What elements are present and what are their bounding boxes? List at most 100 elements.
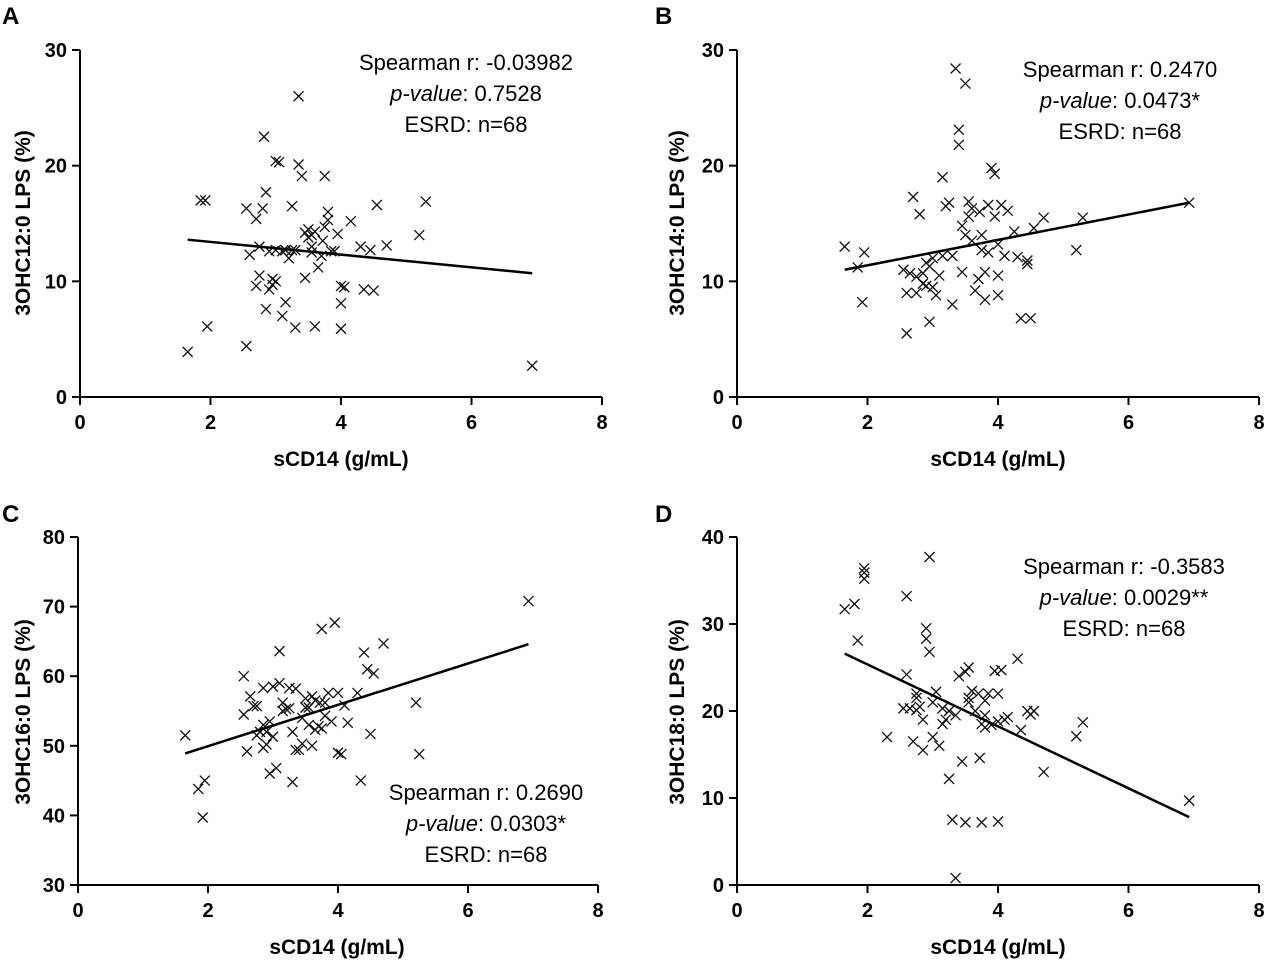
data-point-c [361, 663, 373, 675]
data-point-d [974, 752, 986, 764]
x-tick-label-d: 0 [731, 900, 742, 922]
data-point-b [992, 289, 1004, 301]
p-value-a: p-value: 0.7528 [389, 81, 542, 106]
data-point-d [1012, 653, 1024, 665]
data-point-a [306, 241, 318, 253]
data-point-a [240, 203, 252, 214]
data-point-a [335, 297, 347, 309]
data-point-c [322, 687, 334, 699]
panel-label-b: B [655, 3, 672, 30]
data-point-d [1002, 711, 1014, 723]
data-point-c [238, 709, 250, 720]
data-point-c [313, 720, 324, 732]
data-point-b [974, 206, 986, 218]
p-value-c: p-value: 0.0303* [405, 811, 567, 836]
x-tick-label-c: 4 [332, 900, 344, 922]
x-axis-title-b: sCD14 (g/mL) [930, 448, 1065, 471]
data-point-a [368, 285, 380, 297]
data-point-a [413, 229, 425, 241]
y-tick-label-b: 10 [702, 271, 724, 293]
data-point-a [299, 227, 311, 239]
p-value-b: p-value: 0.0473* [1039, 88, 1201, 113]
annotation-b: Spearman r: 0.2470 p-value: 0.0473* ESRD… [1023, 57, 1217, 144]
data-point-a [296, 170, 308, 182]
data-point-c [332, 747, 344, 759]
data-point-a [420, 196, 432, 207]
data-point-c [244, 690, 256, 702]
spearman-r-c: Spearman r: 0.2690 [389, 780, 583, 805]
data-point-a [270, 155, 282, 167]
data-point-b [946, 299, 958, 310]
data-point-d [907, 735, 919, 747]
data-point-d [901, 590, 913, 602]
data-point-a [526, 360, 538, 372]
data-point-c [267, 681, 279, 693]
data-point-c [238, 670, 250, 682]
spearman-r-d: Spearman r: -0.3583 [1023, 554, 1225, 579]
data-point-b [1025, 312, 1037, 324]
data-point-a [260, 303, 272, 315]
y-axis-title-d: 3OHC18:0 LPS (%) [666, 619, 689, 805]
data-point-c [300, 702, 311, 713]
x-tick-label-a: 0 [74, 412, 85, 434]
data-point-c [410, 697, 422, 709]
data-point-b [904, 267, 916, 279]
panel-label-d: D [655, 501, 672, 528]
data-point-c [274, 677, 285, 689]
y-tick-label-a: 10 [45, 271, 67, 293]
data-point-d [956, 756, 968, 767]
p-value-label-b: p-value [1039, 88, 1112, 113]
data-point-b [992, 270, 1004, 282]
regression-line-c [184, 642, 529, 755]
p-value-number-b: : 0.0473* [1112, 88, 1201, 113]
sample-size-c: ESRD: n=68 [425, 842, 548, 867]
data-point-b [1015, 312, 1027, 324]
data-point-d [839, 603, 851, 615]
data-point-b [897, 264, 909, 276]
p-value-number-c: : 0.0303* [478, 811, 567, 836]
data-point-a [276, 310, 288, 322]
y-tick-label-a: 30 [45, 40, 67, 62]
data-point-d [979, 695, 991, 707]
data-point-d [959, 816, 971, 828]
y-tick-label-d: 0 [713, 875, 724, 897]
data-point-b [1070, 244, 1082, 256]
data-point-c [522, 595, 534, 607]
data-point-c [296, 738, 308, 750]
data-point-c [365, 728, 376, 740]
data-point-d [910, 692, 922, 704]
data-point-c [197, 812, 209, 823]
y-tick-label-c: 70 [43, 597, 65, 619]
data-point-d [917, 714, 929, 726]
sample-size-b: ESRD: n=68 [1059, 119, 1182, 144]
data-point-b [930, 289, 942, 301]
sample-size-a: ESRD: n=68 [405, 112, 528, 137]
data-point-c [277, 697, 289, 709]
data-point-a [280, 296, 291, 308]
data-point-b [1021, 258, 1033, 270]
p-value-d: p-value: 0.0029** [1039, 585, 1209, 610]
data-point-c [270, 762, 282, 774]
data-point-b [989, 211, 1001, 223]
y-tick-label-d: 40 [702, 527, 724, 549]
data-point-a [322, 214, 334, 226]
data-point-c [316, 623, 328, 635]
data-point-a [335, 280, 347, 292]
data-point-a [309, 320, 321, 332]
data-point-a [250, 280, 262, 292]
data-point-a [195, 194, 207, 206]
data-point-c [241, 745, 253, 757]
data-point-b [979, 294, 991, 306]
data-point-d [992, 816, 1004, 827]
data-point-a [201, 320, 213, 332]
data-point-d [917, 744, 929, 756]
data-point-c [257, 682, 269, 694]
data-point-a [244, 249, 256, 261]
data-point-a [273, 156, 285, 168]
data-point-c [319, 710, 331, 722]
x-tick-label-c: 6 [462, 900, 473, 922]
data-point-b [963, 196, 975, 207]
y-axis-title-c: 3OHC16:0 LPS (%) [12, 619, 35, 805]
annotation-a: Spearman r: -0.03982 p-value: 0.7528 ESR… [359, 50, 573, 137]
data-point-b [933, 270, 945, 282]
